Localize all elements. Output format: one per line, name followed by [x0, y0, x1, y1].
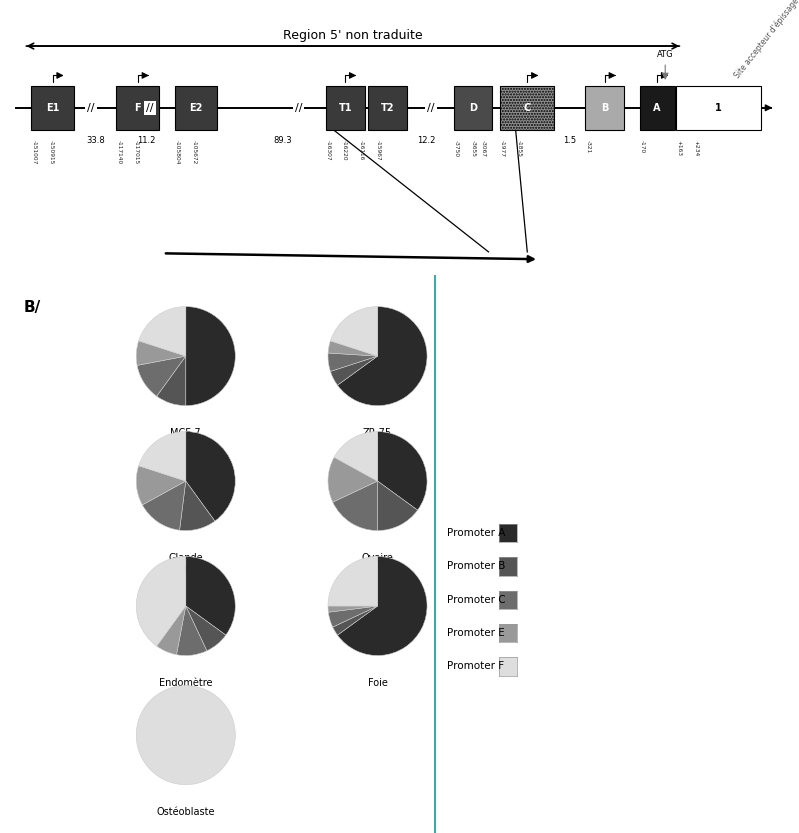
Wedge shape [157, 606, 185, 655]
Wedge shape [137, 556, 186, 646]
Text: Promoter E: Promoter E [447, 628, 505, 638]
Wedge shape [142, 481, 185, 531]
Wedge shape [331, 307, 378, 357]
Wedge shape [328, 353, 378, 372]
Wedge shape [328, 457, 378, 502]
Text: 1.5: 1.5 [563, 136, 576, 145]
Wedge shape [377, 481, 418, 531]
Text: MCF-7: MCF-7 [170, 428, 201, 438]
Text: -150915: -150915 [48, 140, 54, 164]
Text: F: F [134, 102, 141, 112]
Wedge shape [337, 556, 427, 656]
Wedge shape [328, 606, 378, 612]
Text: -16220: -16220 [341, 140, 346, 161]
Text: Endomètre: Endomètre [159, 678, 213, 688]
Text: E2: E2 [189, 102, 203, 112]
Wedge shape [137, 357, 185, 397]
Text: -151007: -151007 [31, 140, 36, 164]
Text: ZR-75: ZR-75 [363, 428, 392, 438]
Wedge shape [139, 431, 186, 481]
Text: T2: T2 [381, 102, 395, 112]
Text: Glande
Mammaire: Glande Mammaire [160, 553, 212, 575]
Text: T1: T1 [339, 102, 352, 112]
Wedge shape [177, 606, 207, 656]
Wedge shape [328, 556, 378, 606]
Bar [676, 86, 761, 130]
Text: -16307: -16307 [326, 140, 331, 161]
Text: 1: 1 [715, 102, 722, 112]
Text: -105672: -105672 [192, 140, 197, 164]
Bar [454, 86, 492, 130]
Bar [368, 86, 407, 130]
Text: -3750: -3750 [454, 140, 459, 157]
Text: -117015: -117015 [133, 140, 138, 164]
Text: 11.2: 11.2 [137, 136, 156, 145]
Text: Promoter F: Promoter F [447, 661, 504, 671]
Bar [175, 86, 217, 130]
Wedge shape [139, 307, 186, 357]
Bar [326, 86, 364, 130]
Bar [586, 86, 624, 130]
Wedge shape [185, 606, 226, 651]
Text: -117140: -117140 [117, 140, 121, 164]
Text: -321: -321 [586, 140, 590, 153]
Text: -105804: -105804 [175, 140, 180, 165]
Text: D: D [469, 102, 477, 112]
Text: 33.8: 33.8 [86, 136, 105, 145]
Text: Site accepteur d'épissage commun: Site accepteur d'épissage commun [733, 0, 799, 80]
Text: //: // [146, 102, 153, 112]
Text: -170: -170 [640, 140, 645, 153]
Text: -1977: -1977 [500, 140, 505, 157]
Wedge shape [328, 341, 378, 357]
Wedge shape [185, 556, 235, 635]
Wedge shape [334, 431, 378, 481]
Text: //: // [295, 102, 302, 112]
Text: -16116: -16116 [358, 140, 364, 161]
Text: Promoter C: Promoter C [447, 595, 506, 605]
Text: E1: E1 [46, 102, 59, 112]
Text: C: C [523, 102, 531, 112]
Wedge shape [137, 466, 185, 505]
Bar [500, 86, 555, 130]
Text: Promoter A: Promoter A [447, 528, 506, 538]
Text: Region 5' non traduite: Region 5' non traduite [283, 28, 423, 42]
Text: Ostéoblaste: Ostéoblaste [157, 807, 215, 817]
Text: -3067: -3067 [481, 140, 486, 157]
Text: 89.3: 89.3 [274, 136, 292, 145]
Wedge shape [332, 481, 378, 531]
Text: -1855: -1855 [517, 140, 523, 157]
Text: +163: +163 [676, 140, 681, 156]
Text: A: A [654, 102, 661, 112]
Wedge shape [328, 606, 378, 627]
Wedge shape [157, 357, 185, 406]
Text: //: // [427, 102, 435, 112]
Bar [31, 86, 74, 130]
Text: Promoter B: Promoter B [447, 561, 506, 571]
Text: +234: +234 [693, 140, 698, 157]
Wedge shape [180, 481, 215, 531]
Text: Foie: Foie [368, 678, 388, 688]
Wedge shape [136, 686, 235, 785]
Text: B: B [601, 102, 609, 112]
Text: A/: A/ [4, 0, 22, 2]
Wedge shape [137, 341, 185, 366]
Text: -15967: -15967 [376, 140, 380, 161]
Wedge shape [331, 357, 378, 385]
Bar [640, 86, 674, 130]
Text: Ovaire: Ovaire [362, 553, 393, 563]
Wedge shape [332, 606, 378, 635]
Wedge shape [185, 431, 235, 521]
Text: -3655: -3655 [471, 140, 475, 157]
Wedge shape [377, 431, 427, 510]
Wedge shape [337, 307, 427, 406]
Bar [117, 86, 159, 130]
Wedge shape [185, 307, 235, 406]
Text: 12.2: 12.2 [417, 136, 435, 145]
Text: //: // [87, 102, 94, 112]
Text: ATG: ATG [657, 50, 674, 59]
Text: B/: B/ [24, 300, 42, 315]
